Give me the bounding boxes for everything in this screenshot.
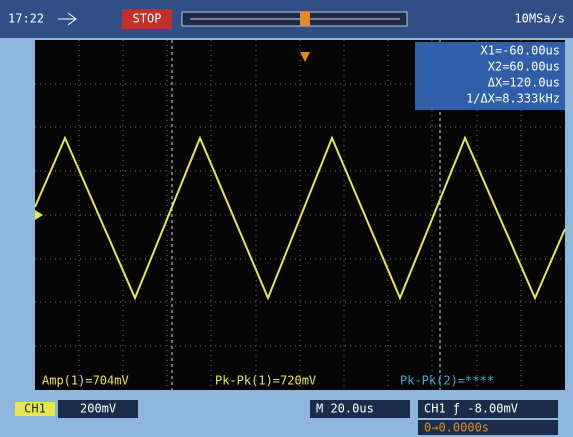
run-state: STOP [133,12,162,26]
cursor-delta-readout: ΔX=120.0us [488,76,560,90]
time: 17:22 [8,12,44,26]
measurement: Pk-Pk(2)=**** [400,374,494,388]
memory-position [300,12,310,26]
cursor-x1-readout: X1=-60.00us [481,44,560,58]
time-base: M 20.0us [316,402,374,416]
trigger-offset: 0→0.0000s [424,421,489,435]
sample-rate: 10MSa/s [514,12,565,26]
cursor-freq-readout: 1/ΔX=8.333kHz [466,92,560,106]
scope-screen: 17:22 STOP 10MSa/s X1=-60.00us X2=60.00u… [0,0,573,437]
trigger: CH1 ƒ -8.00mV [424,402,518,416]
channel: CH1 [24,402,46,416]
page: 17:22 STOP 10MSa/s X1=-60.00us X2=60.00u… [0,0,573,437]
volts-per-div: 200mV [80,402,116,416]
cursor-x2-readout: X2=60.00us [488,60,560,74]
measurement: Pk-Pk(1)=720mV [215,374,316,388]
measurement: Amp(1)=704mV [42,374,129,388]
